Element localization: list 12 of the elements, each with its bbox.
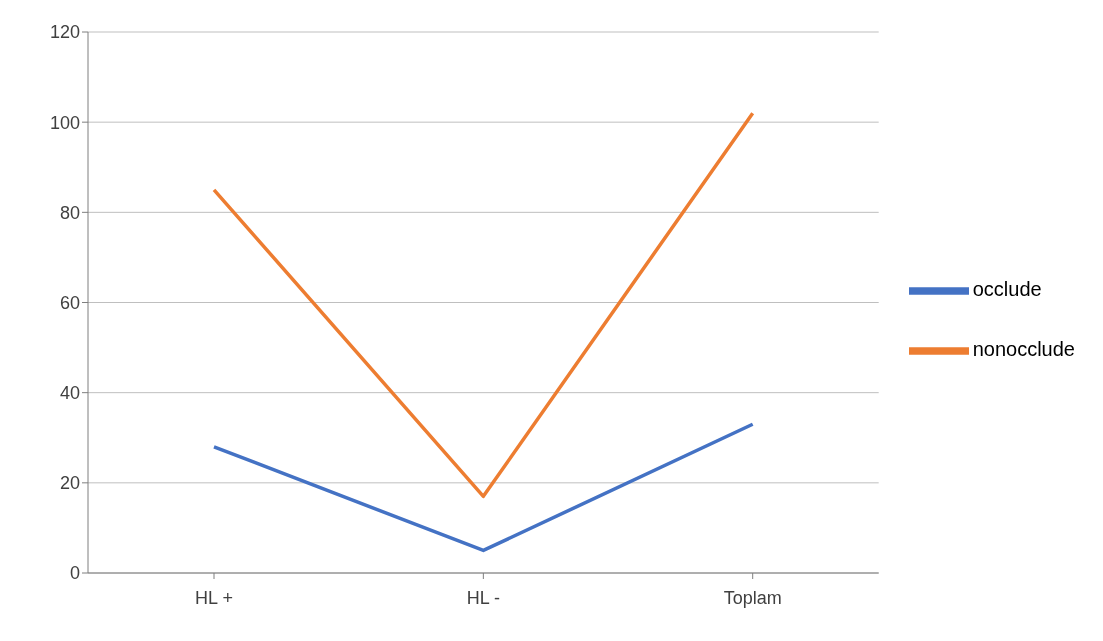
x-tick-label: HL + — [195, 587, 233, 608]
y-tick-label: 20 — [59, 473, 80, 494]
y-tick-label: 120 — [49, 22, 80, 43]
y-tick-label: 60 — [59, 292, 80, 313]
legend-label: nonocclude — [972, 337, 1075, 360]
y-tick-label: 40 — [59, 383, 80, 404]
legend-label: occlude — [972, 277, 1042, 300]
y-tick-label: 0 — [69, 563, 80, 584]
x-tick-label: HL - — [466, 587, 501, 608]
x-tick-label: Toplam — [723, 587, 782, 608]
y-tick-label: 80 — [59, 202, 80, 223]
y-tick-label: 100 — [49, 112, 80, 133]
